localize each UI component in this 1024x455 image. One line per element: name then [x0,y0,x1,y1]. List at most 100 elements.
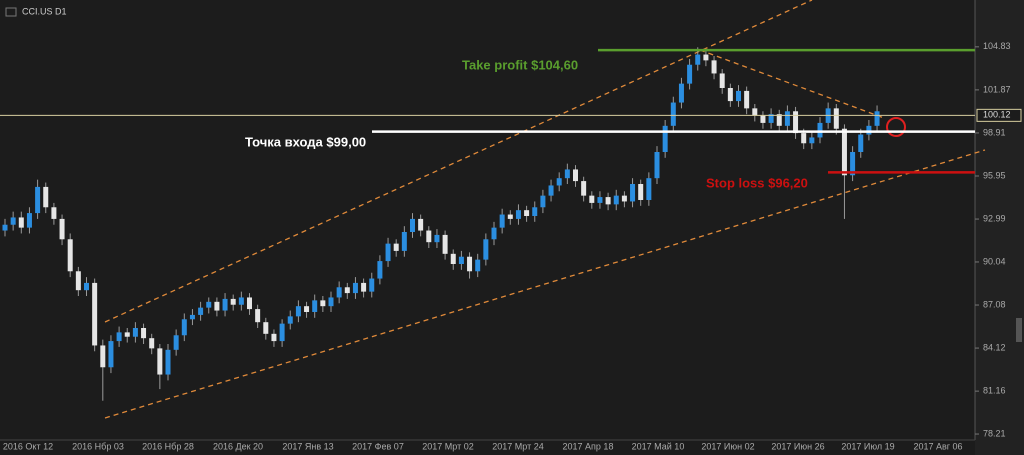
candle-body [173,335,179,350]
level-label: Take profit $104,60 [462,57,578,72]
candle-body [410,218,415,232]
price-axis-panel [975,0,1024,455]
candle-body [621,195,627,202]
candle-body [776,114,782,126]
candle-body [352,282,358,294]
candle-body [100,345,106,368]
candle-body [874,111,880,126]
candle-body [18,217,24,228]
candle-body [711,60,717,74]
candle-body [556,178,562,186]
candle-body [263,322,269,334]
candle-body [214,301,220,311]
candle-body [450,253,456,264]
candle-body [858,134,864,152]
candle-body [51,207,57,219]
candle-body [752,108,758,116]
y-tick-label: 104.83 [983,41,1011,51]
y-tick-label: 90.04 [983,256,1006,266]
candle-body [442,234,448,254]
candle-body [157,348,163,375]
x-tick-label: 2017 Май 10 [632,441,685,451]
candle-body [548,185,554,196]
candle-body [581,181,587,196]
current-price-box [976,108,1022,122]
candle-body [287,316,293,324]
candle-body [116,332,122,342]
x-tick-label: 2017 Июн 26 [771,441,824,451]
candle-body [589,195,595,203]
x-tick-label: 2017 Июл 19 [841,441,894,451]
candle-body [491,227,497,240]
candle-body [189,314,195,320]
entry-circle [886,117,906,137]
candle-body [483,239,489,260]
y-tick-label: 95.95 [983,170,1006,180]
candle-body [434,234,440,243]
candle-body [43,186,49,208]
candle-body [401,232,407,251]
candle-body [304,306,310,312]
candle-body [475,259,481,272]
candle-body [361,282,367,292]
candle-body [564,169,570,179]
candle-body [687,64,693,84]
candle-body [833,108,839,129]
candle-body [426,230,432,243]
x-tick-label: 2017 Фев 07 [352,441,404,451]
candle-body [654,152,660,179]
candle-body [638,184,644,200]
candle-body [336,287,342,298]
x-tick-label: 2017 Янв 13 [282,441,333,451]
candle-body [744,90,750,109]
candle-body [646,178,652,200]
y-tick-label: 87.08 [983,299,1006,309]
x-tick-label: 2017 Мрт 02 [422,441,473,451]
candle-body [573,169,578,182]
candle-body [320,300,326,307]
candle-body [801,133,807,144]
x-tick-label: 2016 Дек 20 [213,441,263,451]
candle-body [678,83,684,103]
candle-body [26,213,32,228]
candle-body [817,122,823,138]
candle-body [784,111,790,126]
y-tick-label: 98.91 [983,127,1006,137]
candle-body [760,115,766,123]
candle-body [703,54,709,61]
candle-body [206,301,212,308]
candle-body [793,111,799,134]
candle-body [467,256,473,272]
x-tick-label: 2016 Нбр 28 [142,441,194,451]
candle-body [695,54,701,65]
candle-body [67,239,73,272]
trend-lines [104,0,986,419]
candle-body [255,309,261,323]
candle-body [507,214,513,219]
y-tick-label: 84.12 [983,342,1006,352]
y-tick-label: 101.87 [983,84,1011,94]
x-tick-label: 2017 Авг 06 [913,441,962,451]
upper-channel-line [104,0,813,323]
candle-body [515,210,521,219]
candle-body [809,137,815,144]
candle-body [344,287,350,294]
candle-body [540,195,546,208]
candle-body [458,256,464,264]
candle-body [605,197,611,205]
candle-body [165,349,171,375]
scroll-handle [1016,318,1022,342]
candle-body [108,341,114,368]
candle-body [727,88,733,102]
lower-channel-line [104,149,986,419]
y-tick-label: 92.99 [983,213,1006,223]
candle-body [271,333,277,342]
candle-body [222,298,228,311]
candle-body [279,323,285,342]
candle-body [75,271,81,291]
symbol-icon [5,7,17,17]
x-tick-label: 2016 Окт 12 [3,441,53,451]
x-tick-label: 2017 Июн 02 [701,441,754,451]
